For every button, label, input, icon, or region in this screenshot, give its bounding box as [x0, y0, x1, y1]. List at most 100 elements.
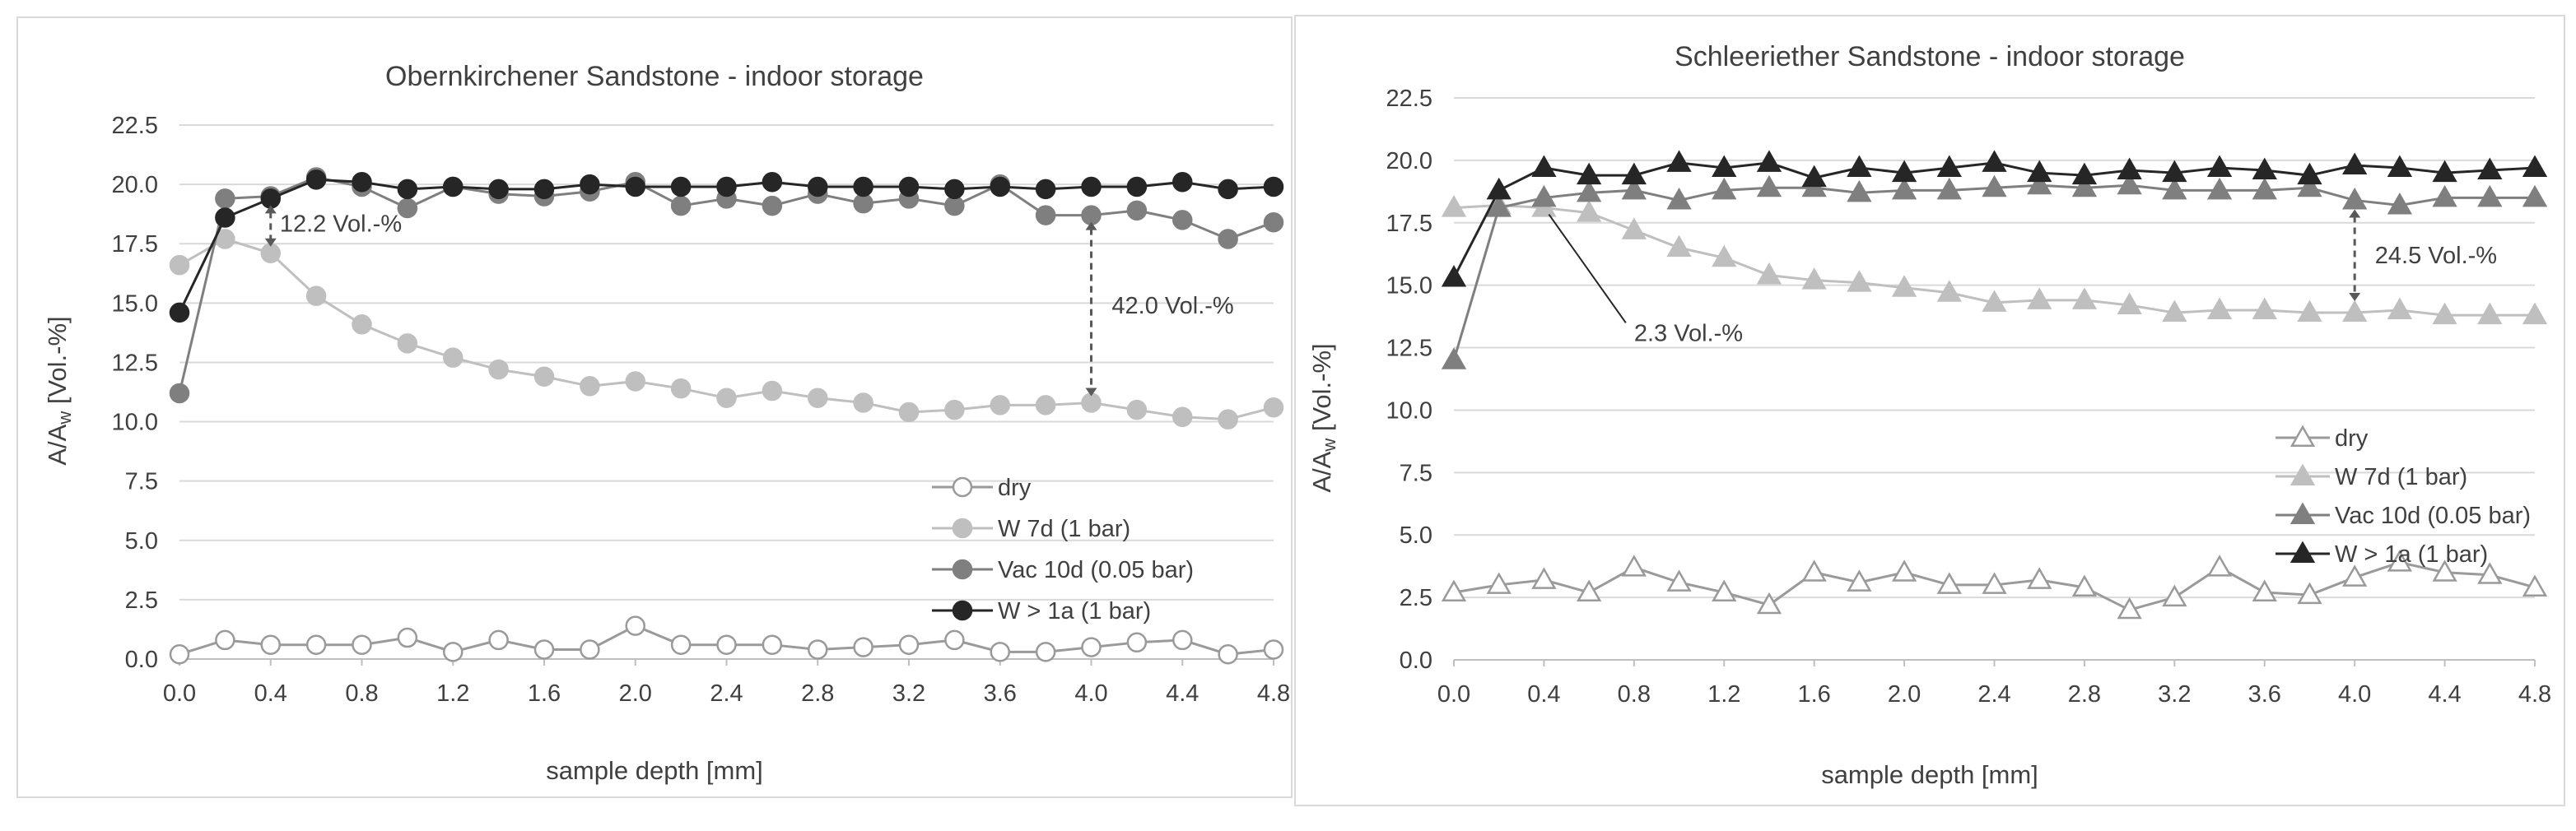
data-point [1486, 177, 1512, 200]
legend-marker [2290, 463, 2316, 485]
data-point [443, 642, 463, 662]
data-point [625, 371, 645, 392]
series-line [178, 175, 1274, 394]
series-1 [169, 615, 1284, 665]
data-point [1263, 176, 1284, 197]
annotations: 12.2 Vol.-% 42.0 Vol.-% [264, 205, 1234, 397]
data-point [2342, 187, 2368, 210]
data-point [853, 637, 873, 657]
data-point [1441, 579, 1467, 602]
x-tick-label: 1.6 [528, 680, 561, 707]
annotation-label: 24.5 Vol.-% [2375, 243, 2497, 269]
data-point [1621, 217, 1647, 239]
data-point [260, 188, 281, 209]
data-point [1982, 572, 2007, 594]
data-point [1847, 179, 1872, 202]
data-point [2117, 597, 2142, 620]
y-tick-label: 12.5 [1386, 336, 1432, 362]
data-point [1891, 177, 1917, 200]
data-point [2027, 172, 2052, 195]
y-axis-label: A/Aw [Vol.-%] [1307, 343, 1339, 492]
data-point [625, 615, 645, 636]
data-point [944, 629, 965, 651]
annotation-label: 2.3 Vol.-% [1634, 320, 1743, 346]
x-tick-label: 2.8 [2068, 681, 2101, 708]
data-point [1847, 270, 1872, 292]
data-point [1801, 559, 1827, 582]
data-point [1666, 569, 1692, 592]
x-tick-label: 1.2 [436, 680, 469, 707]
data-point [1081, 637, 1102, 657]
data-point [1576, 179, 1602, 202]
data-point [2387, 297, 2413, 320]
x-tick-label: 0.8 [1618, 681, 1651, 708]
data-point [169, 383, 190, 404]
data-point [2432, 559, 2457, 582]
data-point [1172, 171, 1193, 193]
data-point [488, 179, 509, 200]
series-4 [1441, 150, 2548, 287]
data-point [533, 639, 555, 660]
data-point [2477, 184, 2503, 207]
data-point [1712, 244, 1737, 267]
x-tick-label: 2.4 [1977, 681, 2010, 708]
x-tick-label: 0.0 [1437, 681, 1470, 708]
data-point [2387, 550, 2413, 572]
legend-entry: W > 1a (1 bar) [2335, 541, 2488, 568]
data-point [215, 188, 235, 209]
data-point [1441, 347, 1467, 369]
x-tick-label: 2.0 [619, 680, 652, 707]
data-point [990, 395, 1010, 416]
data-point [169, 302, 190, 323]
data-point [260, 243, 281, 264]
series-2 [169, 229, 1284, 429]
data-point [1847, 155, 1872, 177]
series-3 [169, 167, 1284, 404]
annotation-pointer [1548, 213, 1627, 323]
data-point [990, 176, 1010, 197]
legend-entry: W > 1a (1 bar) [998, 598, 1151, 624]
legend-marker [2290, 541, 2316, 563]
data-point [1172, 629, 1193, 651]
data-point [670, 378, 692, 399]
data-point [2342, 299, 2368, 323]
data-point [1576, 162, 1602, 185]
data-point [1621, 177, 1647, 200]
data-point [2027, 567, 2052, 589]
data-point [2162, 299, 2187, 323]
legend-entry: dry [998, 475, 1032, 501]
data-point [2252, 297, 2277, 320]
data-point [533, 366, 555, 388]
chart-panel-schleeriether: Schleeriether Sandstone - indoor storage… [1294, 15, 2565, 806]
x-tick-label: 0.4 [1527, 681, 1560, 708]
legend: dry W 7d (1 bar) Vac 10d (0.05 bar) W > 1a … [932, 475, 1194, 624]
data-point [1756, 174, 1782, 197]
data-point [762, 195, 783, 216]
y-tick-label: 22.5 [1386, 86, 1432, 112]
data-point [1035, 205, 1056, 225]
data-point [2206, 177, 2233, 200]
series-4 [169, 169, 1284, 323]
y-tick-label: 5.0 [1400, 522, 1432, 549]
data-point [397, 627, 418, 648]
chart-title: Obernkirchener Sandstone - indoor storag… [385, 61, 924, 92]
x-tick-label: 3.6 [984, 680, 1017, 707]
data-point [1891, 275, 1917, 297]
data-point [625, 176, 645, 197]
data-point [352, 314, 372, 335]
data-point [1218, 643, 1238, 665]
data-point [1712, 155, 1737, 177]
y-tick-label: 2.5 [1400, 585, 1432, 611]
annotation-arrowhead [1085, 388, 1097, 397]
y-tick-label: 7.5 [1400, 460, 1432, 486]
data-point [2027, 160, 2052, 183]
data-point [1126, 632, 1148, 653]
y-tick-label: 7.5 [125, 469, 158, 495]
x-tick-label: 4.8 [1257, 680, 1290, 707]
x-tick-label: 4.0 [1074, 680, 1107, 707]
y-tick-label: 12.5 [112, 350, 158, 376]
y-tick-label: 20.0 [1386, 148, 1432, 174]
legend-entry: Vac 10d (0.05 bar) [998, 557, 1194, 583]
tick-labels: 0.0 2.5 5.0 7.5 10.0 12.5 15.0 17.5 20.0 22.5 0.0 0… [112, 113, 1291, 707]
legend-marker [2290, 502, 2316, 524]
